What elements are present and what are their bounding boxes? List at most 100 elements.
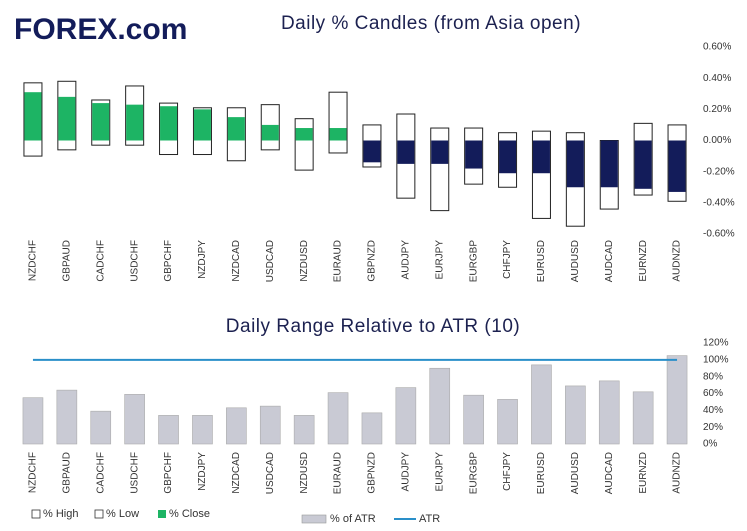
x-tick-label: EURGBP (468, 452, 479, 495)
y-tick-label: 0.60% (703, 42, 731, 53)
y-tick-label: 20% (703, 422, 723, 433)
legend-label: ATR (419, 513, 440, 525)
x-tick-label: NZDCHF (28, 240, 39, 281)
x-tick-label: GBPCHF (163, 452, 174, 494)
x-tick-label: NZDJPY (197, 452, 208, 491)
bar (158, 415, 179, 445)
y-tick-label: 0.20% (703, 104, 731, 115)
x-tick-label: GBPAUD (61, 452, 72, 494)
candle-close (227, 117, 245, 141)
bar (90, 410, 112, 445)
x-tick-label: EURAUD (333, 452, 344, 494)
x-tick-label: EURJPY (434, 452, 445, 492)
candle-close (193, 109, 211, 141)
bar (259, 405, 281, 445)
bar (327, 392, 349, 445)
bar (463, 394, 484, 445)
x-tick-label: NZDJPY (197, 240, 208, 279)
x-tick-label: GBPNZD (367, 452, 378, 494)
x-tick-label: EURUSD (536, 452, 547, 494)
bar (56, 389, 78, 445)
candle-close (261, 124, 279, 141)
candle-close (431, 140, 449, 164)
y-tick-label: 80% (703, 371, 723, 382)
x-tick-label: NZDUSD (299, 240, 310, 282)
x-tick-label: EURJPY (434, 240, 445, 280)
legend-swatch (301, 514, 327, 524)
candle-close (634, 140, 652, 189)
legend-swatch (31, 509, 41, 519)
candle-close (668, 140, 686, 192)
y-tick-label: -0.20% (703, 166, 735, 177)
x-tick-label: CADCHF (95, 240, 106, 282)
legend-label: % Low (106, 508, 139, 520)
candle-close (329, 128, 347, 141)
candle-close (397, 140, 415, 164)
bar (531, 364, 552, 445)
x-tick-label: NZDCAD (231, 240, 242, 282)
bar (226, 407, 247, 445)
y-tick-label: -0.60% (703, 229, 735, 240)
bar (598, 380, 620, 445)
bar (22, 397, 44, 445)
candle-close (363, 140, 381, 163)
candle-range (294, 118, 314, 171)
y-tick-label: 60% (703, 388, 723, 399)
logo: FOREX.com (14, 13, 187, 46)
candle-close (532, 140, 550, 174)
x-tick-label: EURAUD (333, 240, 344, 282)
legend-swatch (158, 510, 166, 518)
y-tick-label: 100% (703, 354, 729, 365)
x-tick-label: USDCAD (265, 452, 276, 494)
legend-label: % of ATR (330, 513, 376, 525)
bar (565, 385, 586, 445)
x-tick-label: CHFJPY (502, 240, 513, 279)
x-tick-label: NZDUSD (299, 452, 310, 494)
bar (124, 394, 145, 445)
candle-close (126, 104, 144, 141)
x-tick-label: USDCAD (265, 240, 276, 282)
x-tick-label: EURGBP (468, 240, 479, 283)
candle-close (600, 140, 618, 188)
bar (192, 415, 213, 445)
y-tick-label: 0.00% (703, 135, 731, 146)
x-tick-label: CADCHF (95, 452, 106, 494)
x-tick-label: GBPCHF (163, 240, 174, 282)
y-tick-label: 40% (703, 405, 723, 416)
chart-title: Daily Range Relative to ATR (10) (226, 316, 520, 337)
bar (632, 391, 654, 445)
candle-close (24, 92, 42, 141)
bar (395, 387, 417, 445)
bar (497, 399, 518, 445)
legend-label: % Close (169, 508, 210, 520)
x-tick-label: EURNZD (638, 452, 649, 494)
chart-title: Daily % Candles (from Asia open) (281, 13, 581, 34)
bar (429, 367, 451, 445)
candle-range (328, 91, 348, 154)
x-tick-label: AUDJPY (400, 240, 411, 280)
x-tick-label: EURUSD (536, 240, 547, 282)
candle-close (295, 128, 313, 141)
x-tick-label: AUDCAD (604, 452, 615, 494)
candle-close (160, 106, 178, 141)
x-tick-label: NZDCHF (28, 452, 39, 493)
legend-swatch (94, 509, 104, 519)
candle-range (430, 127, 450, 212)
x-tick-label: AUDJPY (400, 452, 411, 492)
x-tick-label: USDCHF (129, 240, 140, 282)
y-tick-label: 0.40% (703, 73, 731, 84)
legend-label: % High (43, 508, 78, 520)
x-tick-label: AUDNZD (672, 240, 683, 282)
x-tick-label: GBPNZD (367, 240, 378, 282)
x-tick-label: AUDUSD (570, 452, 581, 494)
x-tick-label: NZDCAD (231, 452, 242, 494)
x-tick-label: GBPAUD (61, 240, 72, 282)
candle-close (58, 96, 76, 141)
bar (293, 415, 315, 445)
x-tick-label: AUDUSD (570, 240, 581, 282)
x-tick-label: USDCHF (129, 452, 140, 494)
candle-close (566, 140, 584, 188)
candle-close (92, 103, 110, 141)
y-tick-label: 120% (703, 338, 729, 349)
